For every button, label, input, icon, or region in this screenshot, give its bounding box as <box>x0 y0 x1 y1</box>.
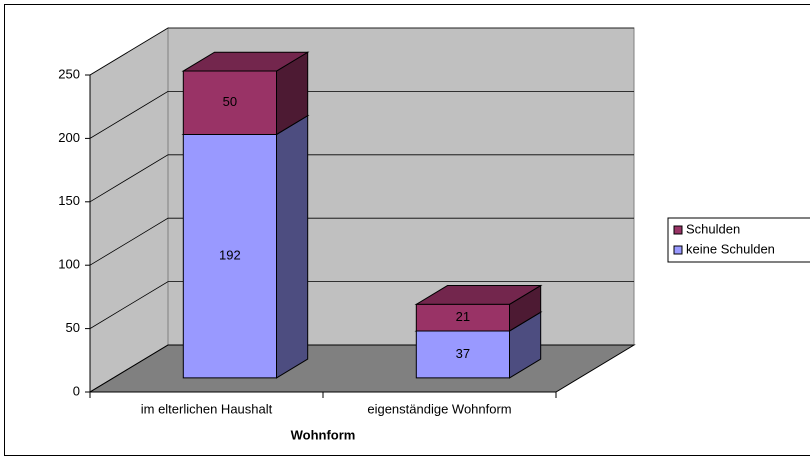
bar <box>182 70 277 135</box>
plot-area: 0 50 100 150 200 250 im elterlichen Haushalt 19… <box>58 27 636 416</box>
x-tick-label: eigenständige Wohnform <box>367 401 511 416</box>
grid-line <box>89 281 634 329</box>
side-wall <box>89 27 169 393</box>
y-tick-label: 0 <box>73 383 80 398</box>
grid-line <box>89 217 634 266</box>
legend-swatch <box>673 225 683 235</box>
legend-label: Schulden <box>686 221 740 236</box>
legend-label: keine Schulden <box>686 241 775 256</box>
bar <box>415 303 510 332</box>
y-tick-label: 250 <box>58 66 80 81</box>
y-tick-label: 200 <box>58 130 80 145</box>
y-tick-label: 150 <box>58 193 80 208</box>
legend-swatch <box>673 245 683 255</box>
x-tick-label: im elterlichen Haushalt <box>141 401 273 416</box>
data-label: 50 <box>223 94 237 109</box>
grid-line <box>89 154 634 203</box>
floor <box>88 344 636 393</box>
y-tick-label: 50 <box>66 320 80 335</box>
grid-line <box>89 27 634 76</box>
grid-line <box>89 91 634 139</box>
legend: Schulden keine Schulden <box>667 217 810 263</box>
data-label: 21 <box>456 309 470 324</box>
bar-side <box>276 114 309 379</box>
y-tick-label: 100 <box>58 257 80 272</box>
data-label: 192 <box>219 248 241 263</box>
data-label: 37 <box>456 346 470 361</box>
legend-box <box>667 217 810 263</box>
x-axis-title: Wohnform <box>291 427 356 442</box>
